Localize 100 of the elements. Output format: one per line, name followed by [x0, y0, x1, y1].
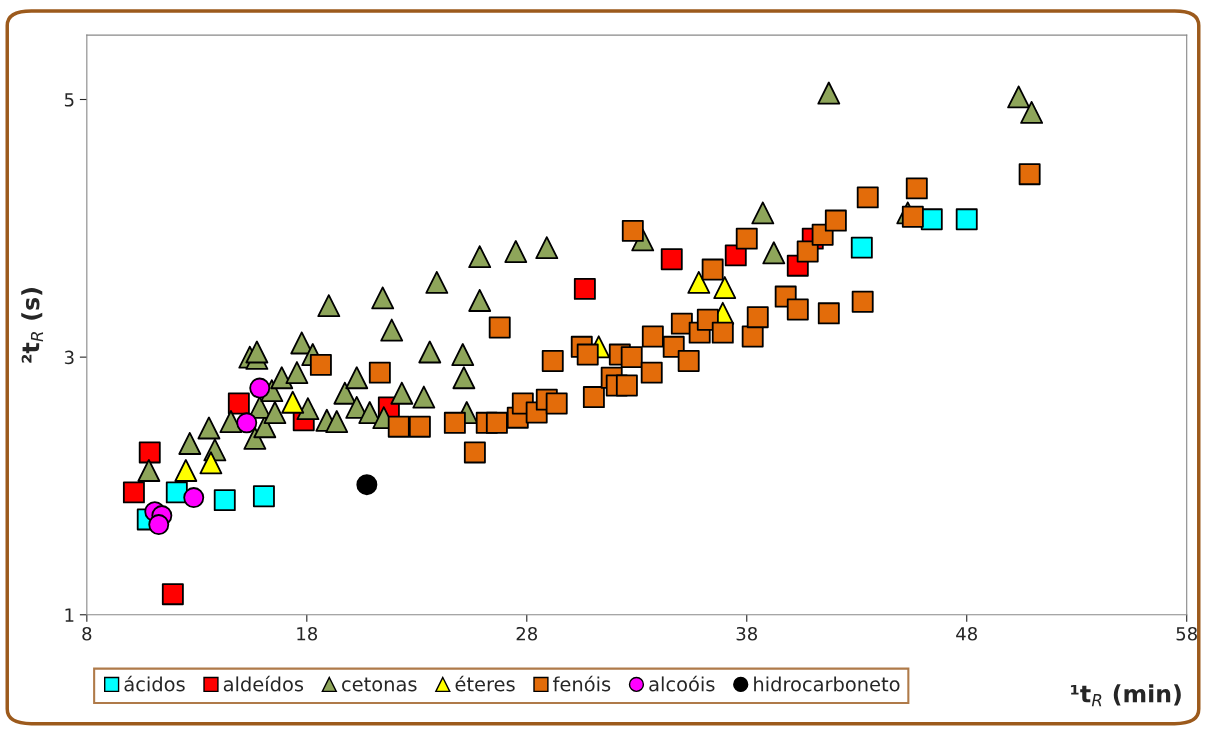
point [687, 270, 711, 294]
point [762, 241, 786, 265]
point [504, 240, 528, 263]
point [418, 340, 442, 364]
point [245, 340, 269, 364]
point [955, 208, 978, 231]
point [345, 366, 369, 390]
point [178, 432, 202, 455]
x-tick-label: 8 [82, 626, 92, 641]
point [236, 412, 258, 434]
x-tick-label: 18 [297, 626, 318, 641]
point [711, 321, 734, 344]
point [296, 397, 320, 421]
point [677, 350, 700, 372]
legend-label: ácidos [124, 675, 185, 692]
point [751, 201, 775, 225]
point [161, 583, 184, 606]
point [817, 81, 841, 105]
point [138, 441, 161, 464]
point [741, 325, 764, 348]
point [901, 205, 924, 228]
x-tick-label: 58 [1176, 626, 1197, 641]
x-axis-title: ¹t$_{R}$ (min) [1070, 684, 1181, 707]
point [541, 350, 564, 372]
point [137, 459, 161, 482]
point [485, 411, 508, 434]
point [850, 236, 873, 259]
point [325, 410, 349, 433]
point [905, 177, 928, 200]
point [451, 343, 475, 366]
point [535, 236, 559, 260]
x-tick-label: 28 [516, 626, 538, 641]
point [701, 258, 724, 281]
y-tick-label: 1 [65, 608, 74, 622]
point [425, 270, 449, 294]
point [412, 385, 436, 409]
point [356, 474, 378, 496]
point [573, 277, 596, 300]
point [1007, 85, 1031, 109]
y-tick-label: 5 [64, 93, 74, 107]
point [387, 415, 410, 438]
y-tick-label: 3 [64, 350, 74, 365]
point [408, 415, 431, 438]
point [641, 325, 664, 348]
point [1020, 100, 1044, 124]
point [281, 390, 305, 414]
point [390, 381, 414, 405]
point [817, 302, 840, 325]
legend-label: fenóis [553, 675, 611, 692]
point [545, 392, 568, 415]
point [183, 487, 205, 509]
point [735, 227, 758, 250]
point [615, 374, 638, 397]
point [620, 346, 643, 369]
point [670, 312, 693, 335]
point [174, 459, 198, 482]
point [148, 514, 170, 536]
point [576, 343, 599, 366]
point [713, 276, 737, 300]
point [213, 489, 236, 512]
point [856, 186, 879, 209]
legend-label: alcoóis [649, 675, 715, 692]
point [252, 485, 275, 508]
point [443, 411, 466, 434]
point [122, 481, 145, 504]
point [197, 416, 221, 440]
legend-label: hidrocarboneto [754, 676, 900, 692]
point [621, 219, 644, 242]
point [640, 361, 663, 384]
point [380, 318, 404, 342]
point [463, 441, 486, 464]
legend-label: éteres [455, 675, 515, 692]
point [199, 451, 223, 475]
point [746, 306, 769, 329]
point [582, 386, 605, 409]
point [285, 361, 309, 385]
point [371, 286, 395, 310]
point [317, 294, 341, 318]
point [1018, 163, 1041, 186]
y-axis-title: ²t$_{R}$ (s) [21, 288, 44, 363]
point [488, 316, 511, 339]
point [452, 366, 476, 390]
point [219, 410, 243, 433]
legend-label: aldeídos [223, 675, 304, 692]
point [309, 353, 332, 376]
point [660, 248, 683, 271]
point [263, 401, 287, 424]
point [468, 245, 492, 269]
x-tick-label: 48 [956, 626, 977, 641]
point [786, 298, 809, 321]
legend-label: cetonas [342, 677, 417, 692]
point [270, 366, 294, 390]
point [333, 381, 357, 405]
point [368, 361, 391, 384]
point [468, 289, 492, 312]
point [662, 335, 685, 358]
point [249, 377, 271, 399]
point [824, 209, 847, 232]
point [227, 392, 250, 415]
x-tick-label: 38 [736, 626, 758, 641]
